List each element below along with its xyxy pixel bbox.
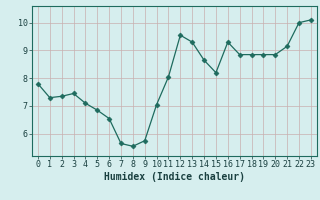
X-axis label: Humidex (Indice chaleur): Humidex (Indice chaleur) [104,172,245,182]
